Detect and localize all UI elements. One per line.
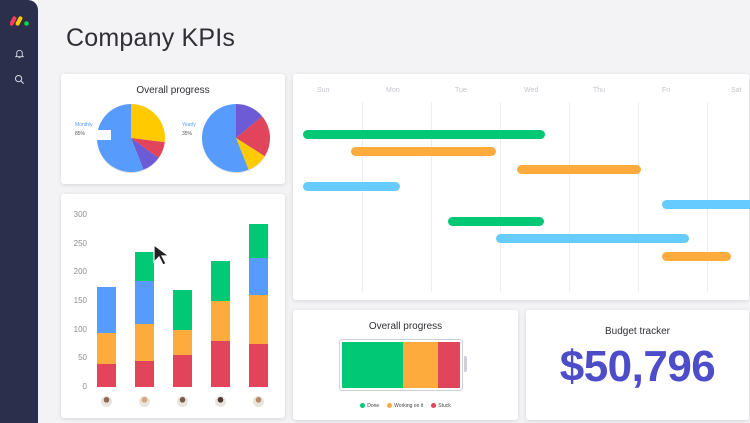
pie-slice	[131, 104, 165, 143]
day-label: Tue	[455, 87, 467, 94]
cursor-pointer-icon	[153, 243, 171, 266]
timeline-bar[interactable]	[351, 147, 497, 157]
progress-segment	[437, 342, 460, 388]
timeline-bar[interactable]	[447, 217, 545, 226]
bar-segment[interactable]	[135, 252, 154, 281]
dashboard: Company KPIs Overall progress Monthly 85…	[38, 0, 750, 423]
pie-slice	[202, 104, 249, 172]
timeline-bar[interactable]	[496, 234, 690, 244]
bar-segment[interactable]	[249, 258, 268, 296]
search-icon	[14, 74, 24, 84]
pie-slice	[236, 138, 265, 170]
timeline-bar[interactable]	[516, 164, 642, 174]
y-tick-label: 50	[78, 353, 87, 363]
day-gridline	[362, 102, 363, 292]
y-tick-label: 100	[73, 324, 87, 334]
day-label: Fri	[662, 87, 671, 94]
timeline-bar[interactable]	[661, 199, 750, 209]
avatar[interactable]	[101, 396, 112, 407]
day-label: Wed	[524, 87, 539, 94]
bar-segment[interactable]	[173, 355, 192, 387]
day-gridline	[431, 102, 432, 292]
avatar[interactable]	[139, 396, 150, 407]
bell-icon	[14, 49, 24, 58]
bar-segment[interactable]	[97, 364, 116, 387]
battery-tip	[464, 356, 467, 372]
bar-segment[interactable]	[211, 260, 230, 301]
bar-segment[interactable]	[249, 295, 268, 344]
bar-segment[interactable]	[135, 280, 154, 324]
y-tick-label: 250	[73, 238, 87, 248]
day-gridline	[569, 102, 570, 292]
y-axis: 300 250 200 150 100 50 0	[61, 194, 91, 418]
search-button[interactable]	[11, 71, 27, 87]
y-tick-label: 0	[82, 382, 87, 391]
sidebar	[0, 0, 38, 423]
timeline-gantt-card[interactable]: Sun Mon Tue Wed Thu Fri Sat	[293, 74, 750, 300]
monday-logo[interactable]	[10, 13, 30, 27]
timeline-bar[interactable]	[303, 130, 545, 139]
budget-tracker-card[interactable]: Budget tracker $50,796	[526, 310, 749, 420]
progress-segment	[402, 342, 438, 388]
y-tick-label: 200	[73, 267, 87, 277]
avatar[interactable]	[253, 396, 264, 407]
pie-label-yearly: Yearly 35%	[182, 122, 196, 137]
pie-label-monthly: Monthly 85%	[75, 122, 93, 137]
legend-item: Working on it	[387, 403, 423, 409]
stacked-bar-chart-card[interactable]: 300 250 200 150 100 50 0	[61, 194, 285, 418]
yearly-pie-chart	[202, 104, 270, 173]
avatar[interactable]	[215, 396, 226, 407]
pie-slice	[131, 138, 165, 158]
card-title: Overall progress	[368, 321, 443, 332]
status-legend: Done Working on it Stuck	[293, 403, 518, 409]
bar-segment[interactable]	[135, 361, 154, 387]
day-label: Thu	[593, 87, 606, 94]
card-title: Overall progress	[136, 85, 210, 96]
card-title: Budget tracker	[604, 326, 671, 337]
bar-segment[interactable]	[173, 329, 192, 356]
bar-segment[interactable]	[211, 301, 230, 342]
bar-plot	[61, 194, 285, 418]
battery-progress	[339, 339, 463, 391]
notifications-button[interactable]	[11, 45, 27, 61]
pie-slice	[97, 104, 144, 172]
avatar[interactable]	[177, 396, 188, 407]
progress-segment	[342, 342, 403, 388]
pie-slice	[236, 104, 263, 138]
day-gridline	[638, 102, 639, 292]
day-gridline	[707, 102, 708, 292]
bar-segment[interactable]	[173, 289, 192, 330]
bar-segment[interactable]	[211, 341, 230, 387]
monthly-pie-chart	[97, 104, 165, 173]
pie-slice	[131, 138, 159, 170]
budget-value: $50,796	[559, 342, 716, 391]
pie-slice	[236, 116, 270, 157]
timeline-bar[interactable]	[303, 182, 400, 192]
day-label: Mon	[386, 87, 400, 94]
y-tick-label: 300	[73, 210, 87, 219]
page-title: Company KPIs	[66, 24, 236, 52]
bar-segment[interactable]	[249, 344, 268, 387]
day-label: Sun	[317, 87, 330, 94]
bar-segment[interactable]	[249, 223, 268, 258]
bar-segment[interactable]	[135, 323, 154, 362]
legend-item: Done	[360, 403, 379, 409]
legend-item: Stuck	[431, 403, 451, 409]
day-label: Sat	[731, 87, 742, 94]
overall-progress-status-card[interactable]: Overall progress Done Working on it Stuck	[293, 310, 518, 420]
y-tick-label: 150	[73, 296, 87, 305]
timeline-bar[interactable]	[661, 251, 731, 261]
day-gridline	[500, 102, 501, 292]
overall-progress-pie-card[interactable]: Overall progress Monthly 85% Yearly 35%	[61, 74, 285, 184]
bar-segment[interactable]	[97, 332, 116, 365]
bar-segment[interactable]	[97, 286, 116, 333]
